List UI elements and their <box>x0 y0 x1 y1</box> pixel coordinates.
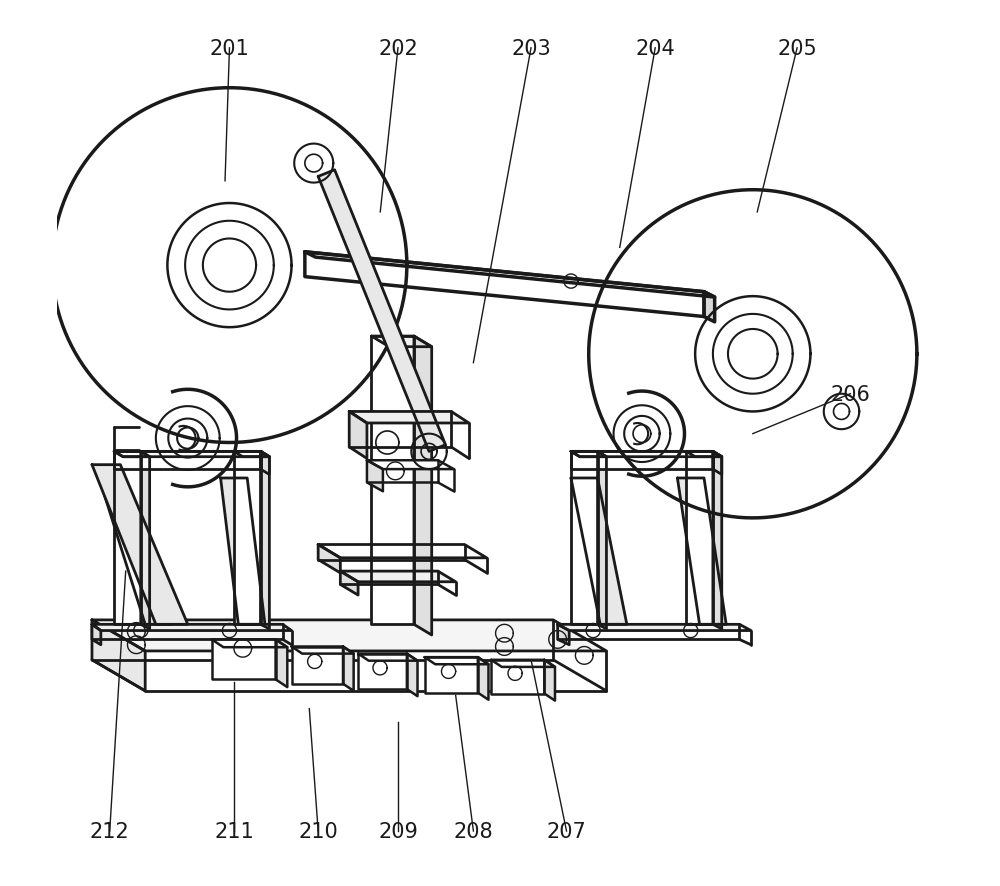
Polygon shape <box>686 452 722 457</box>
Polygon shape <box>598 452 606 629</box>
Polygon shape <box>491 660 544 694</box>
Polygon shape <box>414 337 432 635</box>
Text: 211: 211 <box>214 821 254 841</box>
Text: 209: 209 <box>378 821 418 841</box>
Polygon shape <box>234 452 261 625</box>
Polygon shape <box>212 640 276 680</box>
Polygon shape <box>371 337 414 625</box>
Polygon shape <box>558 625 751 631</box>
Text: 207: 207 <box>547 821 586 841</box>
Polygon shape <box>92 625 292 631</box>
Polygon shape <box>407 654 418 696</box>
Polygon shape <box>367 461 454 470</box>
Polygon shape <box>318 545 340 573</box>
Polygon shape <box>114 452 269 457</box>
Polygon shape <box>425 657 478 693</box>
Polygon shape <box>558 625 569 645</box>
Polygon shape <box>713 452 722 629</box>
Text: 205: 205 <box>777 39 817 58</box>
Polygon shape <box>571 452 713 470</box>
Polygon shape <box>340 571 358 595</box>
Text: 201: 201 <box>210 39 249 58</box>
Polygon shape <box>292 647 354 654</box>
Text: 204: 204 <box>635 39 675 58</box>
Polygon shape <box>318 171 445 452</box>
Polygon shape <box>571 452 598 625</box>
Polygon shape <box>261 452 269 629</box>
Polygon shape <box>114 452 141 625</box>
Polygon shape <box>92 620 145 691</box>
Polygon shape <box>349 412 469 424</box>
Polygon shape <box>571 452 722 457</box>
Text: 210: 210 <box>298 821 338 841</box>
Polygon shape <box>221 478 265 625</box>
Polygon shape <box>544 660 555 701</box>
Polygon shape <box>305 253 715 298</box>
Text: 203: 203 <box>511 39 551 58</box>
Polygon shape <box>305 253 704 317</box>
Polygon shape <box>99 478 172 625</box>
Polygon shape <box>367 461 383 492</box>
Polygon shape <box>686 452 713 625</box>
Polygon shape <box>371 337 432 347</box>
Polygon shape <box>677 478 726 625</box>
Polygon shape <box>92 620 606 651</box>
Polygon shape <box>491 660 555 667</box>
Polygon shape <box>358 654 407 689</box>
Polygon shape <box>358 654 418 661</box>
Polygon shape <box>425 657 488 664</box>
Polygon shape <box>261 452 269 475</box>
Polygon shape <box>343 647 354 691</box>
Polygon shape <box>92 625 101 645</box>
Polygon shape <box>212 640 287 648</box>
Polygon shape <box>292 647 343 684</box>
Polygon shape <box>571 452 606 457</box>
Text: 206: 206 <box>830 385 870 404</box>
Polygon shape <box>478 657 488 700</box>
Polygon shape <box>92 465 188 625</box>
Polygon shape <box>234 452 269 457</box>
Polygon shape <box>571 478 627 625</box>
Polygon shape <box>114 452 261 470</box>
Text: 208: 208 <box>454 821 493 841</box>
Polygon shape <box>114 452 150 457</box>
Polygon shape <box>704 292 715 323</box>
Polygon shape <box>318 545 487 558</box>
Text: 202: 202 <box>378 39 418 58</box>
Polygon shape <box>349 412 367 459</box>
Text: 212: 212 <box>90 821 130 841</box>
Polygon shape <box>340 571 456 582</box>
Polygon shape <box>713 452 722 475</box>
Polygon shape <box>141 452 150 629</box>
Polygon shape <box>276 640 287 688</box>
